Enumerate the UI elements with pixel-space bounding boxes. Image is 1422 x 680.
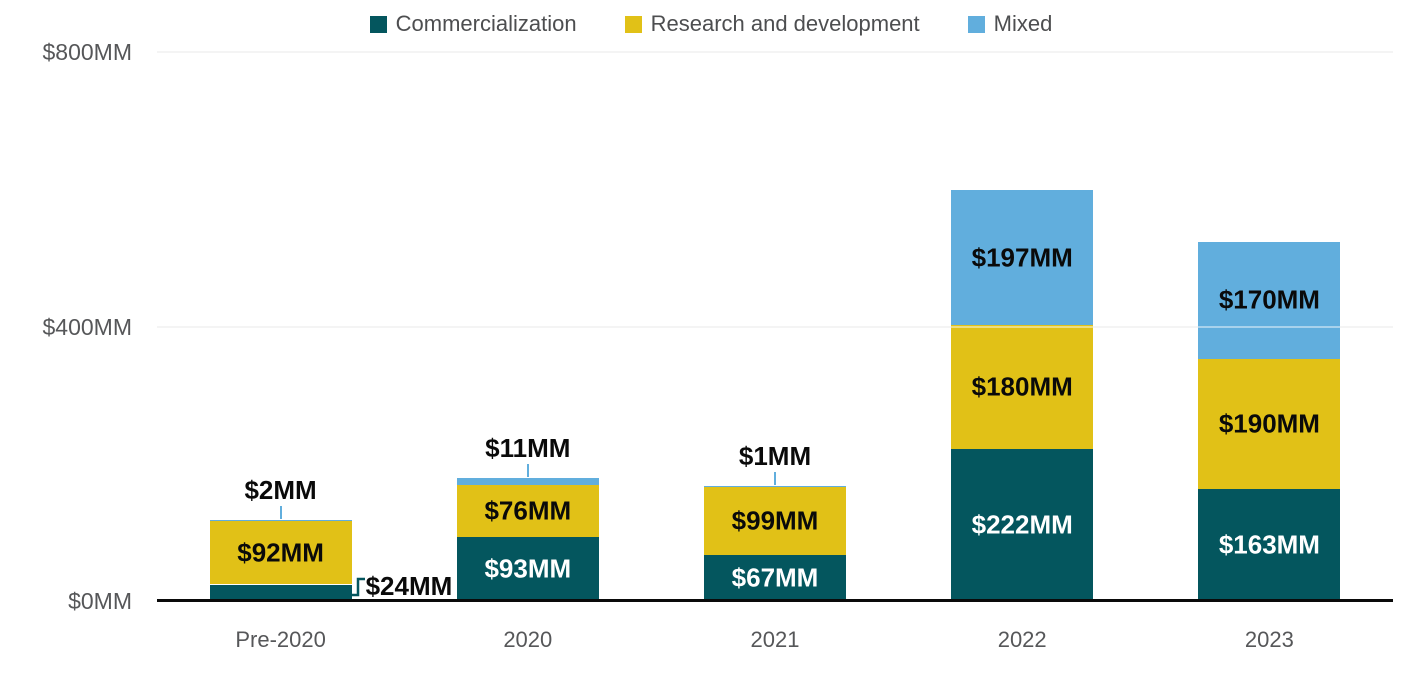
bar-segment-research-and-development [209, 521, 352, 585]
legend-item-research-and-development: Research and development [624, 10, 920, 38]
bar-value-label: $197MM [971, 242, 1073, 272]
legend-item-mixed: Mixed [967, 10, 1053, 38]
bar-segment-research-and-development [951, 325, 1094, 449]
callout-elbow [350, 576, 365, 598]
bar-segment-mixed [456, 477, 599, 485]
callout-line [279, 506, 282, 519]
bar-segment-commercialization [704, 555, 846, 601]
gridline-400 [157, 326, 1393, 328]
bar-value-label: $67MM [731, 562, 819, 593]
y-axis-tick-0: $0MM [68, 588, 132, 614]
bar-segment-mixed [704, 486, 846, 488]
x-axis-line [157, 599, 1393, 602]
x-axis-category-label: 2021 [750, 627, 800, 652]
chart-legend: Commercialization Research and developme… [0, 10, 1422, 38]
legend-swatch-research-and-development-icon [624, 15, 642, 33]
gridline-800-overlay [157, 51, 1393, 53]
y-axis-tick-400: $400MM [42, 314, 132, 340]
bar-segment-commercialization [456, 537, 599, 601]
x-axis-category-label: Pre-2020 [235, 627, 326, 652]
bar-value-label: $93MM [484, 553, 572, 584]
legend-swatch-mixed-icon [967, 15, 985, 33]
bar-value-label: $163MM [1218, 529, 1320, 560]
x-axis-category-label: 2020 [503, 627, 553, 652]
x-axis-category-label: 2022 [997, 627, 1047, 652]
y-axis-tick-800: $800MM [42, 39, 132, 65]
bar-segment-research-and-development [456, 485, 599, 538]
bar-segment-research-and-development [1198, 358, 1341, 490]
bar-segment-mixed [209, 520, 352, 522]
bar-segment-mixed [1198, 242, 1341, 359]
callout-line [526, 463, 529, 477]
bar-value-label-outside: $2MM [244, 475, 317, 505]
legend-item-commercialization: Commercialization [369, 10, 577, 38]
bar-value-label: $190MM [1218, 408, 1320, 439]
legend-label-commercialization: Commercialization [395, 11, 577, 36]
bar-value-label-outside: $11MM [485, 432, 571, 463]
x-axis-category-label: 2023 [1244, 627, 1294, 652]
bar-value-label: $180MM [971, 371, 1073, 402]
bar-value-label: $76MM [484, 495, 572, 526]
bar-value-label: $92MM [237, 537, 324, 568]
bar-value-label: $170MM [1218, 284, 1320, 315]
bar-value-label: $99MM [731, 505, 819, 536]
legend-label-mixed: Mixed [993, 11, 1053, 36]
callout-line [774, 472, 776, 486]
bar-value-label: $222MM [971, 509, 1073, 540]
legend-label-research-and-development: Research and development [650, 11, 920, 36]
bar-segment-mixed [951, 189, 1094, 326]
bar-segment-commercialization [1198, 489, 1341, 601]
bar-value-label-outside: $24MM [365, 571, 453, 601]
legend-swatch-commercialization-icon [369, 15, 387, 33]
bar-segment-research-and-development [704, 487, 846, 555]
gridline-800 [157, 51, 1393, 53]
gridline-400-overlay [157, 326, 1393, 328]
bar-segment-commercialization [951, 448, 1094, 601]
bar-segment-commercialization [209, 584, 352, 601]
bar-value-label-outside: $1MM [738, 441, 812, 472]
